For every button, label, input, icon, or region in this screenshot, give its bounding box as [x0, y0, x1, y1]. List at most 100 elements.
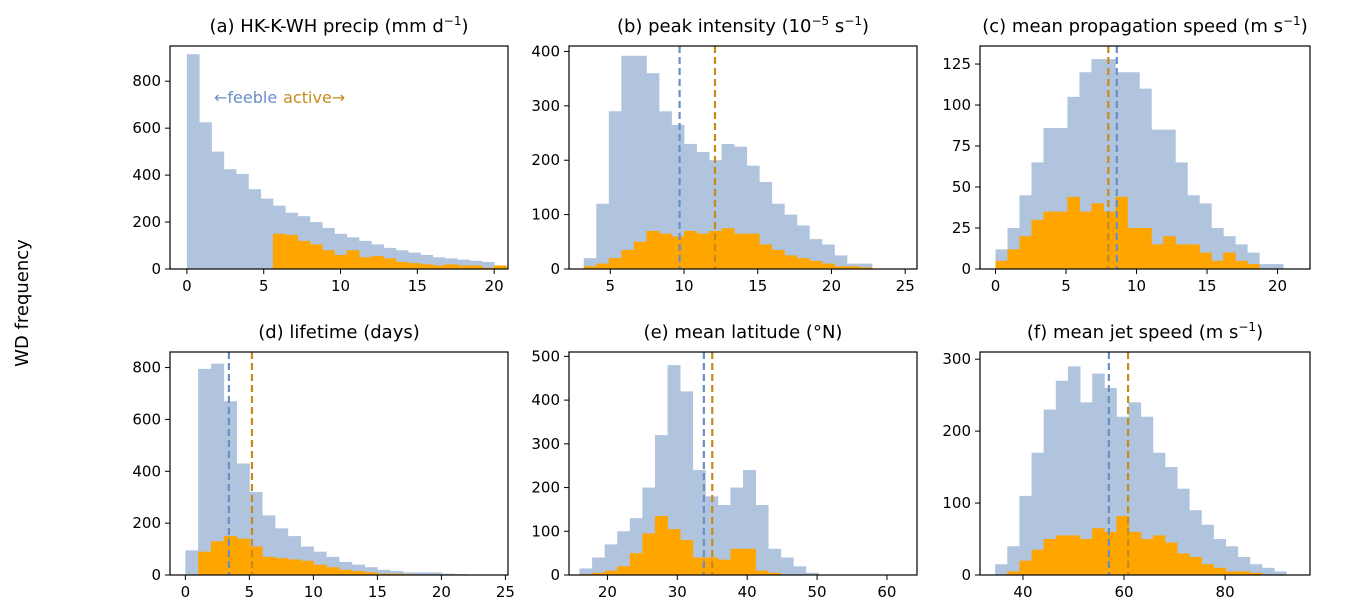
series-feeble	[579, 365, 819, 575]
bar-feeble	[1201, 524, 1214, 575]
bar-feeble	[1067, 366, 1081, 575]
y-tick-label: 0	[550, 566, 560, 584]
bar-active	[1189, 557, 1202, 575]
bar-active	[1151, 244, 1164, 269]
bar-feeble	[805, 572, 819, 575]
title-text: )	[461, 16, 468, 37]
bar-feeble	[1175, 162, 1188, 269]
bar-active	[1223, 252, 1236, 269]
bar-feeble	[1007, 546, 1020, 575]
bar-active	[658, 233, 672, 269]
bar-active	[1080, 539, 1093, 575]
bar-active	[1067, 535, 1081, 575]
bar-feeble	[859, 263, 873, 269]
bar-feeble	[390, 571, 404, 575]
bar-active	[604, 570, 618, 575]
bar-active	[351, 571, 366, 575]
bar-active	[684, 230, 697, 269]
y-tick-label: 300	[531, 97, 560, 115]
bar-feeble	[680, 391, 694, 575]
x-tick-label: 20	[432, 583, 451, 601]
bar-active	[1164, 542, 1178, 575]
y-tick-label: 100	[531, 206, 560, 224]
bar-active	[494, 265, 507, 269]
bar-active	[198, 551, 212, 575]
bar-active	[1225, 571, 1239, 575]
bar-feeble	[621, 55, 635, 269]
x-tick-label: 20	[1268, 277, 1287, 295]
bar-active	[696, 233, 710, 269]
bar-active	[1103, 211, 1116, 269]
bar-active	[1187, 244, 1200, 269]
y-axis-label: WD frequency	[12, 239, 33, 367]
axes-frame	[979, 351, 1311, 576]
title-superscript: −5	[812, 14, 830, 28]
bar-active	[680, 540, 694, 575]
x-tick-label: 10	[674, 277, 693, 295]
bar-feeble	[1055, 380, 1069, 575]
bar-active	[846, 266, 860, 269]
title-text: (a) HK-K-WH precip (mm d	[210, 16, 444, 37]
series-feeble	[186, 54, 495, 269]
bar-active	[297, 240, 311, 269]
title-text: (b) peak intensity (10	[617, 16, 812, 37]
bar-active	[1007, 249, 1020, 269]
bar-active	[272, 233, 286, 269]
bar-feeble	[223, 401, 237, 575]
x-tick-label: 5	[245, 583, 255, 601]
x-tick-label: 40	[1013, 583, 1032, 601]
bar-feeble	[403, 572, 417, 575]
bar-active	[1127, 228, 1140, 269]
bar-feeble	[834, 255, 848, 269]
bar-active	[1079, 211, 1092, 269]
bar-active	[358, 257, 372, 269]
bar-active	[796, 258, 810, 269]
bar-feeble	[1127, 72, 1140, 269]
bar-feeble	[260, 198, 274, 269]
bar-feeble	[481, 261, 495, 269]
bar-active	[671, 236, 685, 269]
bar-feeble	[432, 257, 446, 269]
bar-active	[1019, 560, 1032, 575]
bar-active	[1055, 211, 1068, 269]
bar-feeble	[1151, 129, 1164, 269]
bar-active	[1140, 539, 1154, 575]
bar-active	[596, 263, 610, 269]
bar-active	[334, 254, 348, 269]
series-active	[1007, 516, 1263, 575]
bar-active	[583, 266, 597, 269]
annotation-active: active→	[283, 88, 345, 107]
bar-active	[262, 556, 276, 575]
bar-active	[285, 234, 298, 269]
bar-feeble	[1249, 564, 1263, 575]
bar-active	[408, 263, 421, 269]
bar-feeble	[1092, 373, 1105, 575]
bar-active	[1067, 196, 1080, 269]
bar-feeble	[445, 258, 458, 269]
axes-frame	[979, 45, 1311, 270]
bar-active	[621, 249, 635, 269]
axes-frame	[568, 351, 918, 576]
series-feeble	[995, 366, 1287, 575]
bar-active	[364, 572, 378, 575]
bar-feeble	[1211, 228, 1224, 269]
axes-frame	[169, 45, 509, 270]
bar-active	[1031, 219, 1044, 269]
bar-active	[1139, 228, 1152, 269]
bar-feeble	[236, 173, 249, 269]
bar-active	[995, 260, 1008, 269]
bar-feeble	[755, 505, 769, 575]
bar-active	[592, 572, 606, 575]
bar-feeble	[223, 169, 237, 269]
bar-active	[617, 566, 631, 575]
bar-active	[287, 559, 301, 575]
y-tick-label: 200	[942, 422, 971, 440]
bar-active	[339, 569, 353, 575]
bar-feeble	[617, 531, 631, 575]
x-tick-label: 15	[1198, 277, 1217, 295]
title-text: (f) mean jet speed (m s	[1027, 322, 1238, 343]
bar-active	[322, 250, 335, 269]
bar-active	[646, 230, 660, 269]
bar-active	[730, 548, 744, 575]
